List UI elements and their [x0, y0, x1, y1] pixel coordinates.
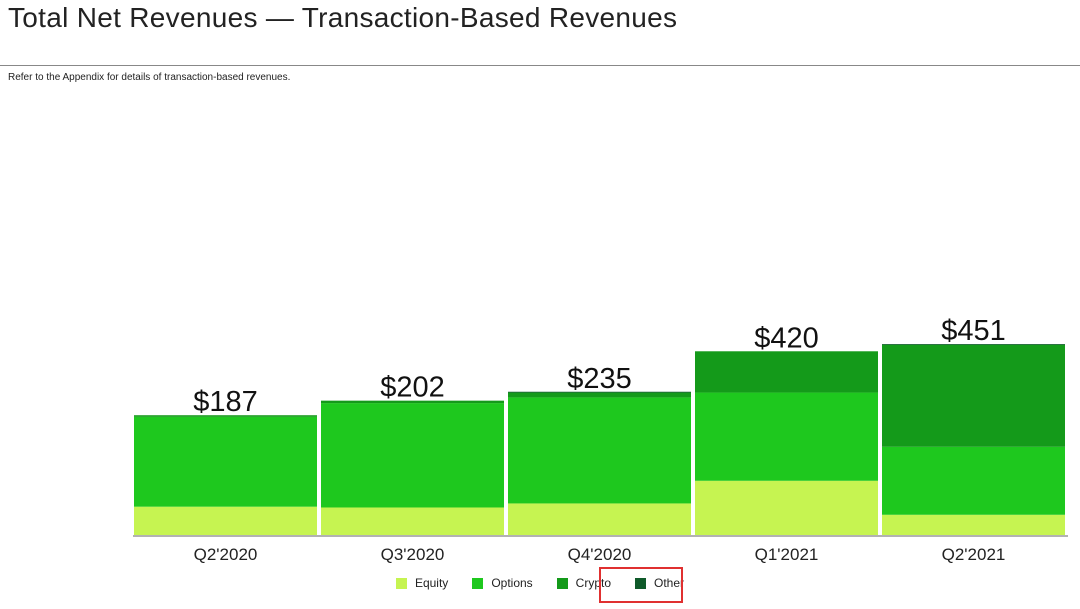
page-title: Total Net Revenues — Transaction-Based R…: [8, 2, 678, 33]
legend-label-equity: Equity: [414, 576, 449, 590]
legend-swatch-other: [635, 577, 647, 589]
bar-crypto-4: [882, 344, 1065, 447]
x-tick-label: Q2'2020: [194, 545, 258, 564]
bar-crypto-0: [134, 415, 317, 417]
legend-label-other: Other: [654, 576, 685, 590]
x-tick-label: Q2'2021: [942, 545, 1006, 564]
bar-crypto-1: [321, 400, 504, 404]
bar-total-label: $202: [380, 372, 445, 404]
x-tick-labels: Q2'2020 Q3'2020 Q4'2020 Q1'2021 Q2'2021: [194, 545, 1006, 564]
legend-item-crypto: Crypto: [556, 576, 612, 590]
bar-options-4: [882, 446, 1065, 515]
bar-equity-2: [508, 503, 691, 535]
appendix-note: Refer to the Appendix for details of tra…: [8, 72, 291, 83]
x-tick-label: Q4'2020: [568, 545, 632, 564]
totals-group: $187 $202 $235 $420 $451: [193, 315, 1006, 418]
bar-crypto-3: [695, 351, 878, 393]
legend-swatch-equity: [395, 577, 407, 589]
bar-total-label: $187: [193, 386, 258, 418]
bar-equity-3: [695, 480, 878, 535]
stacked-bar-chart: $187 $202 $235 $420 $451 Q2'2020 Q3'2020 Q4'20…: [133, 315, 1068, 564]
bar-total-label: $420: [754, 322, 819, 354]
legend-item-other: Other: [635, 576, 684, 590]
crypto-legend-highlight: [599, 567, 683, 603]
legend-swatch-crypto: [556, 577, 568, 589]
bar-equity-1: [321, 507, 504, 535]
bar-total-label: $235: [567, 363, 632, 395]
legend: Equity Options Crypto Other: [0, 576, 1080, 590]
bar-options-1: [321, 403, 504, 508]
bar-equity-4: [882, 514, 1065, 535]
bar-total-label: $451: [941, 315, 1006, 347]
title-divider: [0, 65, 1080, 66]
bar-crypto-2: [508, 392, 691, 398]
x-tick-label: Q3'2020: [381, 545, 445, 564]
bar-options-3: [695, 392, 878, 481]
x-tick-label: Q1'2021: [755, 545, 819, 564]
bar-options-0: [134, 416, 317, 507]
bars-group: [134, 344, 1065, 535]
legend-swatch-options: [472, 577, 484, 589]
bar-other-2: [508, 391, 691, 393]
bar-other-4: [882, 344, 1065, 345]
bar-equity-0: [134, 506, 317, 535]
bar-options-2: [508, 397, 691, 504]
legend-item-options: Options: [472, 576, 533, 590]
legend-label-options: Options: [491, 576, 533, 590]
legend-label-crypto: Crypto: [575, 576, 612, 590]
legend-item-equity: Equity: [395, 576, 449, 590]
